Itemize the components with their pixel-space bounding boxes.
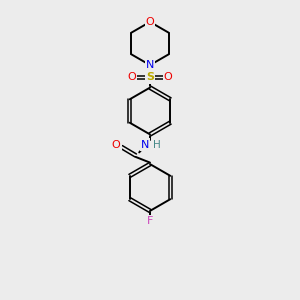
Text: F: F	[147, 216, 153, 226]
Text: O: O	[128, 72, 136, 82]
Text: H: H	[153, 140, 160, 150]
Text: N: N	[141, 140, 149, 150]
Text: O: O	[112, 140, 121, 150]
Text: S: S	[146, 72, 154, 82]
Text: O: O	[146, 17, 154, 27]
Text: N: N	[146, 60, 154, 70]
Text: O: O	[164, 72, 172, 82]
